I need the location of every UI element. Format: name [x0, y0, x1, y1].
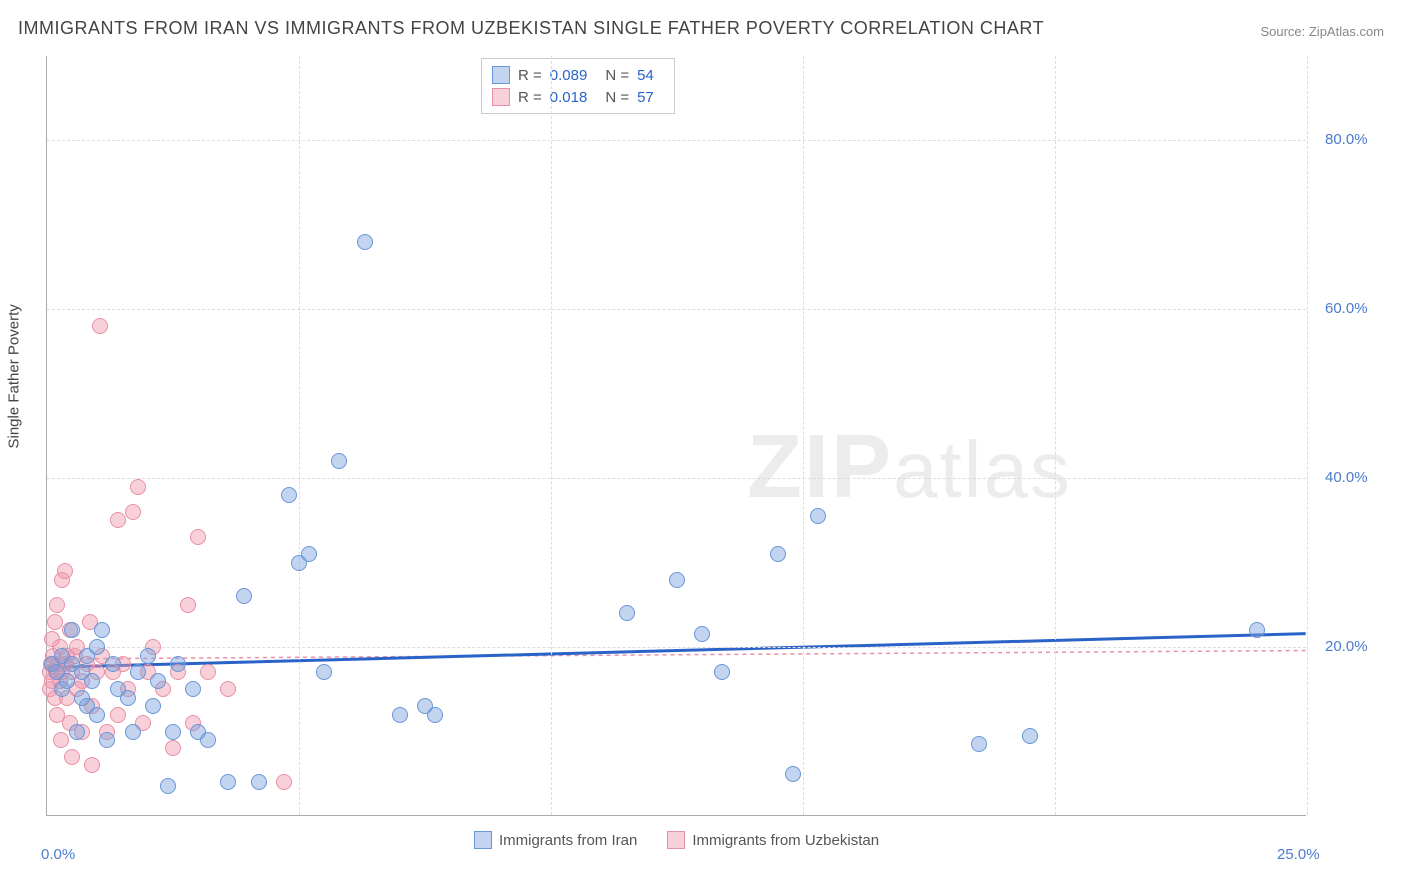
stats-swatch-iran	[492, 66, 510, 84]
scatter-point	[94, 622, 110, 638]
scatter-point	[185, 681, 201, 697]
series-legend: Immigrants from Iran Immigrants from Uzb…	[47, 831, 1306, 849]
scatter-point	[49, 597, 65, 613]
gridline-vertical	[803, 56, 804, 815]
y-tick-label: 40.0%	[1325, 469, 1368, 486]
x-tick-label: 0.0%	[41, 846, 75, 863]
y-tick-label: 80.0%	[1325, 131, 1368, 148]
scatter-point	[714, 664, 730, 680]
r-value-uzbekistan: 0.018	[550, 89, 588, 106]
scatter-point	[53, 732, 69, 748]
n-label: N =	[605, 89, 629, 106]
r-label: R =	[518, 89, 542, 106]
trend-line	[47, 634, 1305, 668]
stats-swatch-uzbekistan	[492, 88, 510, 106]
scatter-point	[180, 597, 196, 613]
scatter-point	[357, 234, 373, 250]
scatter-point	[810, 508, 826, 524]
trend-line	[47, 651, 1305, 659]
scatter-point	[140, 648, 156, 664]
scatter-point	[47, 614, 63, 630]
scatter-point	[64, 749, 80, 765]
scatter-point	[165, 740, 181, 756]
legend-item-uzbekistan: Immigrants from Uzbekistan	[667, 831, 879, 849]
scatter-point	[1022, 728, 1038, 744]
scatter-point	[110, 707, 126, 723]
gridline-vertical	[1307, 56, 1308, 815]
gridline-horizontal	[47, 478, 1306, 479]
y-tick-label: 60.0%	[1325, 300, 1368, 317]
scatter-point	[301, 546, 317, 562]
gridline-vertical	[551, 56, 552, 815]
scatter-point	[160, 778, 176, 794]
scatter-point	[57, 563, 73, 579]
stats-row-iran: R = 0.089 N = 54	[492, 64, 664, 86]
scatter-point	[971, 736, 987, 752]
y-tick-label: 20.0%	[1325, 638, 1368, 655]
scatter-point	[64, 622, 80, 638]
n-label: N =	[605, 67, 629, 84]
scatter-point	[165, 724, 181, 740]
scatter-point	[200, 664, 216, 680]
n-value-uzbekistan: 57	[637, 89, 654, 106]
scatter-point	[392, 707, 408, 723]
legend-swatch-uzbekistan	[667, 831, 685, 849]
gridline-horizontal	[47, 140, 1306, 141]
scatter-point	[770, 546, 786, 562]
scatter-point	[1249, 622, 1265, 638]
legend-label-iran: Immigrants from Iran	[499, 832, 637, 849]
scatter-point	[89, 707, 105, 723]
scatter-point	[105, 656, 121, 672]
scatter-point	[120, 690, 136, 706]
scatter-point	[316, 664, 332, 680]
gridline-horizontal	[47, 647, 1306, 648]
scatter-point	[276, 774, 292, 790]
scatter-point	[99, 732, 115, 748]
n-value-iran: 54	[637, 67, 654, 84]
watermark: ZIPatlas	[747, 416, 1072, 519]
scatter-point	[251, 774, 267, 790]
scatter-point	[69, 724, 85, 740]
scatter-point	[190, 529, 206, 545]
gridline-vertical	[1055, 56, 1056, 815]
scatter-point	[200, 732, 216, 748]
chart-plot-area: ZIPatlas R = 0.089 N = 54 R = 0.018 N = …	[46, 56, 1306, 816]
scatter-point	[331, 453, 347, 469]
trend-lines	[47, 56, 1306, 815]
r-label: R =	[518, 67, 542, 84]
legend-item-iran: Immigrants from Iran	[474, 831, 637, 849]
scatter-point	[669, 572, 685, 588]
gridline-vertical	[299, 56, 300, 815]
legend-swatch-iran	[474, 831, 492, 849]
scatter-point	[281, 487, 297, 503]
source-attribution: Source: ZipAtlas.com	[1260, 24, 1384, 39]
scatter-point	[694, 626, 710, 642]
r-value-iran: 0.089	[550, 67, 588, 84]
scatter-point	[125, 724, 141, 740]
scatter-point	[427, 707, 443, 723]
scatter-point	[145, 698, 161, 714]
scatter-point	[220, 681, 236, 697]
scatter-point	[130, 479, 146, 495]
scatter-point	[619, 605, 635, 621]
x-tick-label: 25.0%	[1277, 846, 1320, 863]
scatter-point	[59, 673, 75, 689]
scatter-point	[150, 673, 166, 689]
scatter-point	[220, 774, 236, 790]
scatter-point	[125, 504, 141, 520]
scatter-point	[84, 673, 100, 689]
stats-row-uzbekistan: R = 0.018 N = 57	[492, 86, 664, 108]
chart-title: IMMIGRANTS FROM IRAN VS IMMIGRANTS FROM …	[18, 18, 1044, 39]
scatter-point	[785, 766, 801, 782]
scatter-point	[92, 318, 108, 334]
scatter-point	[170, 656, 186, 672]
gridline-horizontal	[47, 309, 1306, 310]
scatter-point	[84, 757, 100, 773]
legend-label-uzbekistan: Immigrants from Uzbekistan	[692, 832, 879, 849]
correlation-stats-box: R = 0.089 N = 54 R = 0.018 N = 57	[481, 58, 675, 114]
scatter-point	[236, 588, 252, 604]
y-axis-label: Single Father Poverty	[6, 304, 23, 448]
scatter-point	[110, 512, 126, 528]
